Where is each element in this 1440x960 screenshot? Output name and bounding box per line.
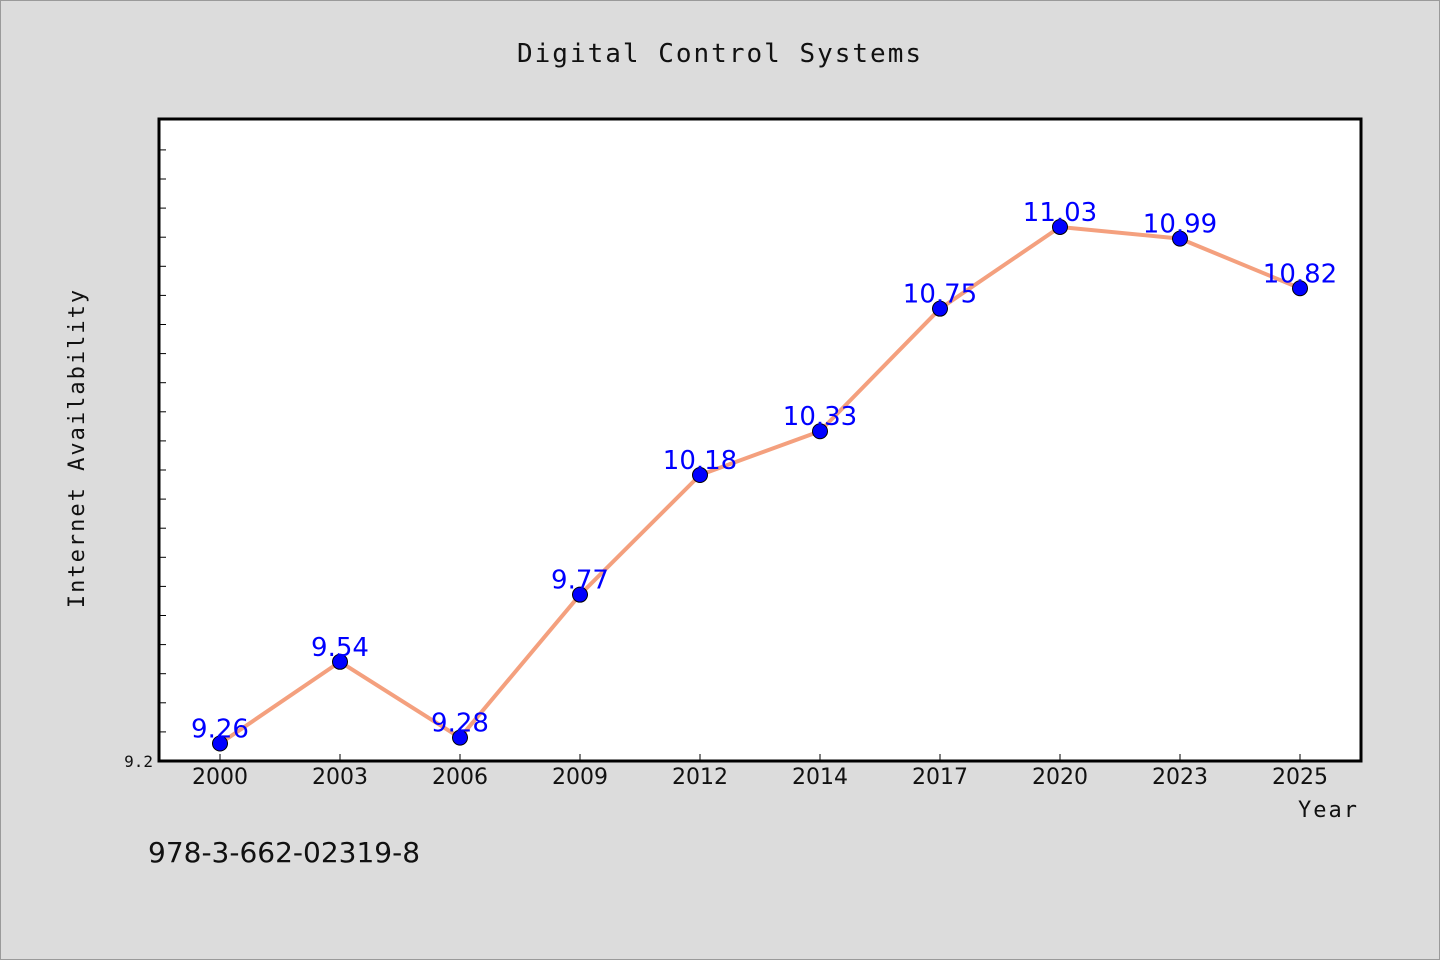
series-line-group <box>218 224 1301 746</box>
x-tick-label: 2009 <box>552 765 608 790</box>
data-label: 9.77 <box>551 566 609 596</box>
data-point <box>452 729 468 746</box>
data-label: 9.54 <box>311 633 369 663</box>
isbn-code: 978-3-662-02319-8 <box>148 836 420 869</box>
x-tick-label: 2012 <box>672 765 728 790</box>
data-label: 9.26 <box>191 714 249 744</box>
data-point <box>1172 230 1188 247</box>
data-point <box>812 423 828 440</box>
data-point <box>692 467 708 484</box>
x-tick-label: 2014 <box>792 765 848 790</box>
data-label: 9.28 <box>431 709 489 739</box>
y-axis-ticks: 9.2 <box>124 149 166 771</box>
data-label: 10.33 <box>783 402 857 432</box>
data-label: 10.18 <box>663 446 737 476</box>
series-markers <box>212 218 1308 752</box>
x-tick-label: 2006 <box>432 765 488 790</box>
x-tick-label: 2020 <box>1032 765 1088 790</box>
data-labels: 9.26 9.54 9.28 9.77 10.18 10.33 10.75 11.03 10.9… <box>191 198 1337 745</box>
data-label: 11.03 <box>1023 198 1097 228</box>
x-tick-label: 2003 <box>312 765 368 790</box>
data-point <box>1292 280 1308 297</box>
x-tick-label: 2025 <box>1272 765 1328 790</box>
x-tick-label: 2000 <box>192 765 248 790</box>
chart-title: Digital Control Systems <box>517 39 923 69</box>
y-tick-label: 9.2 <box>124 752 153 771</box>
x-tick-label: 2023 <box>1152 765 1208 790</box>
x-tick-label: 2017 <box>912 765 968 790</box>
y-axis-label: Internet Availability <box>65 288 90 608</box>
data-point <box>572 586 588 603</box>
data-point <box>332 653 348 670</box>
data-label: 10.82 <box>1263 259 1337 289</box>
series-line <box>218 224 1301 746</box>
data-point <box>212 735 228 752</box>
x-axis-label: Year <box>1298 798 1359 823</box>
data-label: 10.99 <box>1143 210 1217 240</box>
plot-area <box>157 117 1363 763</box>
data-point <box>1052 218 1068 235</box>
data-point <box>932 300 948 317</box>
data-label: 10.75 <box>903 280 977 310</box>
x-axis-ticks: 2000 2003 2006 2009 2012 2014 2017 2020 2023 2025 <box>192 754 1328 790</box>
